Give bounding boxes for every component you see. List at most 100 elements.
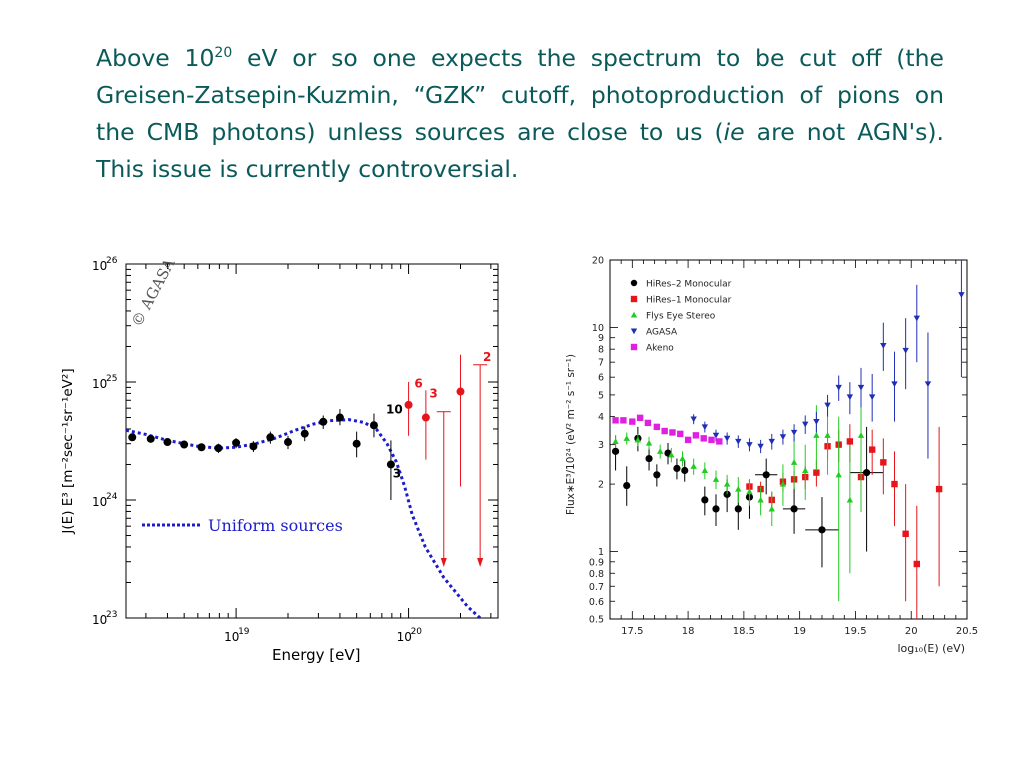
x-tick-label: 19.5 bbox=[844, 626, 866, 637]
akeno-point bbox=[644, 419, 652, 427]
agasa-point bbox=[723, 435, 731, 442]
agasa-point bbox=[735, 438, 742, 445]
agasa-point bbox=[813, 419, 820, 425]
hires2-point bbox=[818, 526, 826, 534]
data-point bbox=[284, 438, 293, 447]
flux-chart-svg: 17.5 18 18.5 19 19.5 20 20.5 0.5 0.6 0.7 0.80.91 2 3… bbox=[565, 256, 978, 656]
agasa-point bbox=[824, 402, 831, 409]
x-tick-label: 20 bbox=[905, 626, 918, 637]
flys-eye-point bbox=[746, 488, 753, 495]
akeno-point bbox=[684, 436, 692, 444]
data-point bbox=[232, 438, 241, 447]
x-tick-label: 17.5 bbox=[621, 626, 643, 637]
agasa-point bbox=[746, 442, 753, 448]
y-tick-label-exp: 23 bbox=[106, 610, 117, 620]
upper-limit-arrow bbox=[440, 558, 447, 567]
paragraph-part-3: are not AGN's). This issue is currently … bbox=[96, 118, 944, 183]
y-tick-label: 10 bbox=[92, 259, 107, 273]
legend-marker bbox=[630, 328, 638, 335]
flys-eye-point bbox=[779, 480, 787, 487]
hires1-point bbox=[868, 446, 876, 453]
agasa-point bbox=[891, 381, 898, 388]
flys-eye-point bbox=[612, 438, 619, 444]
flys-eye-point bbox=[701, 467, 709, 474]
hires1-point bbox=[913, 560, 920, 568]
flys-eye-point bbox=[645, 439, 653, 446]
hires2-point bbox=[712, 505, 720, 513]
legend-label: AGASA bbox=[646, 328, 678, 338]
cosmic-ray-flux-comparison-chart: 17.5 18 18.5 19 19.5 20 20.5 0.5 0.6 0.7 0.8 0.9 1 2 3… bbox=[560, 255, 995, 660]
data-point bbox=[300, 429, 309, 438]
y-tick-label: 9 bbox=[598, 333, 604, 344]
y-tick-label: 7 bbox=[598, 358, 604, 369]
agasa-point bbox=[802, 421, 809, 428]
data-point bbox=[386, 460, 395, 469]
y-tick-label: 4 bbox=[598, 412, 604, 423]
data-point bbox=[335, 413, 344, 422]
y-tick-label: 5 bbox=[598, 390, 604, 401]
x-axis-title: log₁₀(E) (eV) bbox=[898, 642, 966, 655]
x-tick-label-exp: 20 bbox=[411, 627, 423, 637]
y-tick-label: 10 bbox=[92, 613, 107, 627]
plot-frame bbox=[125, 263, 499, 619]
agasa-point bbox=[757, 443, 764, 450]
hires2-point bbox=[734, 505, 742, 513]
akeno-point bbox=[677, 430, 684, 438]
event-count-label: 3 bbox=[393, 467, 401, 481]
flys-eye-point bbox=[857, 432, 865, 438]
x-tick-label: 10 bbox=[224, 630, 239, 644]
hires2-point bbox=[790, 505, 798, 513]
data-point bbox=[249, 442, 258, 451]
hires2-point bbox=[673, 464, 681, 472]
akeno-point bbox=[653, 423, 661, 431]
y-tick-label: 10 bbox=[92, 377, 107, 391]
x-tick-label: 10 bbox=[397, 630, 412, 644]
paragraph-part-1: Above 10 bbox=[96, 44, 215, 72]
data-point-red bbox=[456, 387, 465, 396]
hires1-point bbox=[935, 485, 943, 493]
flys-eye-point bbox=[657, 448, 664, 454]
y-tick-label: 1 bbox=[598, 547, 604, 558]
hires2-point bbox=[862, 469, 871, 477]
x-tick-label: 18.5 bbox=[733, 626, 755, 637]
y-tick-label: 0.9 bbox=[589, 557, 604, 568]
legend-marker bbox=[630, 279, 638, 287]
data-point-red bbox=[421, 413, 430, 422]
paragraph-superscript: 20 bbox=[214, 45, 233, 61]
hires2-point bbox=[762, 471, 770, 479]
legend-marker bbox=[630, 311, 638, 318]
event-count-label: 3 bbox=[429, 386, 437, 400]
data-point bbox=[163, 438, 172, 447]
x-axis-title: Energy [eV] bbox=[272, 646, 360, 664]
hires1-point bbox=[902, 530, 909, 537]
legend-label: HiRes–2 Monocular bbox=[646, 280, 732, 290]
flys-eye-point bbox=[679, 455, 686, 462]
akeno-point bbox=[620, 417, 627, 424]
paragraph-part-2: eV or so one expects the spectrum to be … bbox=[96, 44, 945, 146]
y-tick-label-exp: 25 bbox=[106, 374, 117, 384]
flys-eye-point bbox=[768, 505, 775, 512]
x-tick-label: 20.5 bbox=[956, 626, 978, 637]
y-tick-label: 10 bbox=[592, 323, 604, 334]
agasa-point bbox=[790, 429, 798, 436]
agasa-point bbox=[712, 432, 720, 439]
data-point bbox=[128, 433, 137, 442]
hires2-point bbox=[653, 471, 661, 479]
y-tick-label-exp: 26 bbox=[106, 256, 118, 266]
y-axis-title: Flux∗E³/10²⁴ (eV² m⁻² s⁻¹ sr⁻¹) bbox=[565, 354, 577, 515]
event-count-label: 2 bbox=[483, 350, 491, 364]
agasa-point bbox=[690, 416, 697, 423]
event-count-label: 6 bbox=[414, 376, 422, 390]
legend-label: Uniform sources bbox=[208, 516, 343, 535]
flys-eye-point bbox=[723, 480, 731, 487]
agasa-spectrum-chart: 10 19 10 20 10 23 10 24 10 25 10 26 Energy [eV] J(E) … bbox=[40, 250, 510, 675]
hires2-point bbox=[701, 496, 709, 504]
y-axis-title: J(E) E³ [m⁻²sec⁻¹sr⁻¹eV²] bbox=[60, 368, 76, 534]
legend-marker bbox=[630, 295, 638, 303]
agasa-point bbox=[924, 381, 932, 388]
y-tick-label: 3 bbox=[598, 440, 604, 451]
data-point bbox=[319, 417, 328, 426]
akeno-point bbox=[700, 435, 707, 442]
akeno-point bbox=[708, 436, 715, 444]
flys-eye-point bbox=[712, 476, 720, 482]
